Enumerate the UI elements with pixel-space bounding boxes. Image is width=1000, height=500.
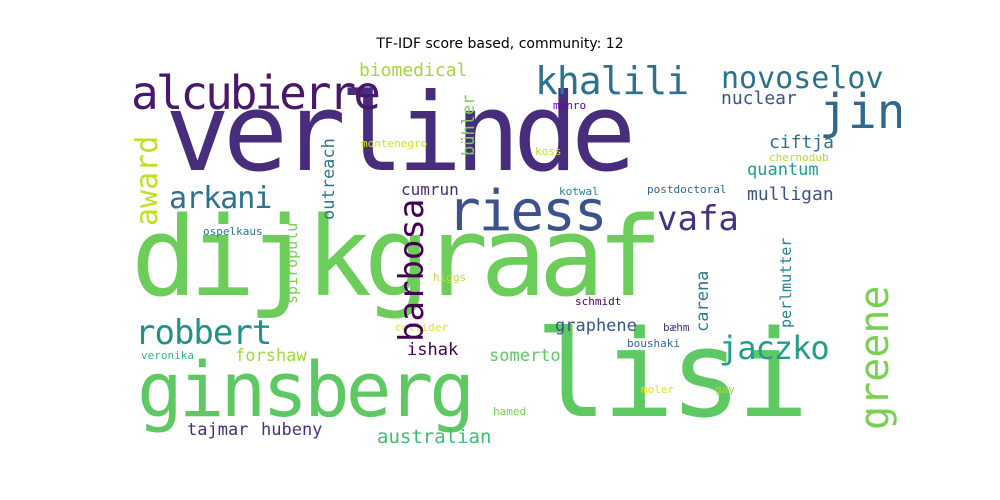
word-schmidt: schmidt — [575, 295, 622, 308]
word-moler: moler — [641, 383, 675, 396]
word-australian: australian — [377, 426, 492, 448]
word-mulligan: mulligan — [747, 184, 834, 205]
word-verlinde: verlinde — [165, 71, 636, 196]
word-hamed: hamed — [493, 405, 527, 418]
word-alcubierre: alcubierre — [131, 66, 381, 120]
word-postdoctoral: postdoctoral — [647, 183, 727, 196]
word-hubeny: hubeny — [261, 420, 323, 440]
word-gay: gay — [715, 383, 735, 396]
word-spiropulu: spiropulu — [283, 222, 301, 304]
word-monro: monro — [553, 99, 587, 112]
word-boushaki: boushaki — [627, 337, 680, 350]
word-koss: koss — [535, 145, 562, 158]
word-quantum: quantum — [747, 160, 819, 180]
word-kotwal: kotwal — [559, 185, 599, 198]
word-chernodub: chernodub — [769, 151, 829, 164]
word-greene: greene — [852, 285, 898, 431]
word-vafa: vafa — [657, 199, 739, 239]
word-cloud: verlinde dijkgraaf ginsberg lisi riess a… — [125, 60, 901, 450]
word-arkani: arkani — [169, 181, 272, 216]
word-somerton: somerton — [489, 346, 571, 366]
word-riess: riess — [447, 179, 608, 244]
word-forshaw: forshaw — [235, 346, 307, 366]
word-ciftja: ciftja — [769, 132, 835, 153]
word-buehler: bühler — [459, 94, 479, 156]
word-carena: carena — [693, 270, 713, 332]
word-higgs: higgs — [433, 271, 467, 284]
word-baehm: bæhm — [663, 321, 690, 334]
word-jin: jin — [819, 84, 901, 140]
word-lisi: lisi — [535, 306, 809, 445]
word-barbosa: barbosa — [392, 198, 432, 342]
word-nuclear: nuclear — [721, 88, 797, 109]
word-outreach: outreach — [319, 138, 339, 220]
word-dijkgraaf: dijkgraaf — [131, 193, 663, 321]
word-graphene: graphene — [555, 316, 637, 336]
chart-title: TF-IDF score based, community: 12 — [376, 36, 624, 52]
word-award: award — [130, 135, 165, 226]
word-jaczko: jaczko — [719, 329, 830, 367]
word-cumrun: cumrun — [401, 180, 459, 199]
word-ishak: ishak — [407, 340, 459, 360]
word-robbert: robbert — [135, 313, 272, 353]
word-montenegro: montenegro — [361, 137, 428, 150]
word-khalili: khalili — [535, 60, 689, 103]
word-collider: collider — [395, 321, 448, 334]
word-perlmutter: perlmutter — [777, 237, 795, 328]
word-ospelkaus: ospelkaus — [203, 225, 263, 238]
word-ginsberg: ginsberg — [137, 345, 475, 434]
word-tajmar: tajmar — [187, 420, 249, 440]
word-biomedical: biomedical — [359, 60, 468, 81]
word-novoselov: novoselov — [721, 61, 884, 96]
word-veronika: veronika — [141, 349, 194, 362]
